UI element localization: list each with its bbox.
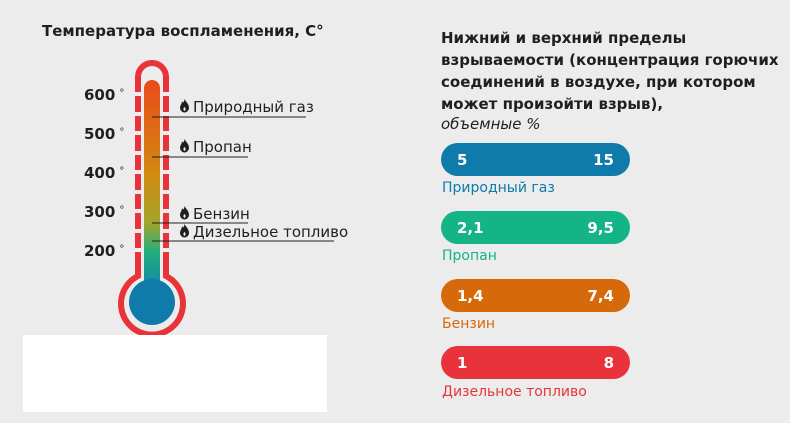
scale-label-600: 600 ° bbox=[84, 86, 125, 104]
thermometer-frame bbox=[118, 60, 186, 338]
blank-panel bbox=[23, 335, 327, 412]
fuel-label-diesel: Дизельное топливо bbox=[179, 223, 348, 241]
upper-limit: 8 bbox=[603, 354, 614, 372]
flame-icon bbox=[180, 139, 189, 153]
limit-name-gasoline: Бензин bbox=[442, 316, 496, 332]
flame-icon bbox=[180, 224, 189, 238]
thermometer-tube bbox=[144, 80, 160, 290]
upper-limit: 9,5 bbox=[587, 219, 614, 237]
lower-limit: 1,4 bbox=[457, 287, 484, 305]
scale-label-500: 500 ° bbox=[84, 125, 125, 143]
thermometer-graphic bbox=[118, 60, 334, 338]
scale-label-400: 400 ° bbox=[84, 164, 125, 182]
lower-limit: 1 bbox=[457, 354, 468, 372]
upper-limit: 15 bbox=[593, 151, 614, 169]
limit-name-diesel: Дизельное топливо bbox=[442, 384, 587, 400]
thermometer-bulb bbox=[129, 279, 175, 325]
limit-pill-natural-gas: 5 15 bbox=[441, 143, 630, 176]
limit-pill-diesel: 1 8 bbox=[441, 346, 630, 379]
lower-limit: 2,1 bbox=[457, 219, 484, 237]
scale-label-200: 200 ° bbox=[84, 242, 125, 260]
limit-pill-propane: 2,1 9,5 bbox=[441, 211, 630, 244]
lower-limit: 5 bbox=[457, 151, 468, 169]
flame-icon bbox=[180, 99, 189, 113]
explosive-title: Нижний и верхний пределы взрываемости (к… bbox=[441, 29, 779, 113]
limit-name-natural-gas: Природный газ bbox=[442, 180, 555, 196]
scale-ticks bbox=[134, 92, 170, 252]
fuel-label-natural-gas: Природный газ bbox=[179, 98, 314, 116]
limit-pill-gasoline: 1,4 7,4 bbox=[441, 279, 630, 312]
upper-limit: 7,4 bbox=[587, 287, 614, 305]
fuel-label-propane: Пропан bbox=[179, 138, 252, 156]
fuel-label-gasoline: Бензин bbox=[179, 205, 250, 223]
fuel-leader-lines bbox=[152, 116, 334, 242]
flame-icon bbox=[180, 206, 189, 220]
explosive-subtitle: объемные % bbox=[441, 115, 541, 133]
scale-label-300: 300 ° bbox=[84, 203, 125, 221]
limit-name-propane: Пропан bbox=[442, 248, 497, 264]
ignition-title: Температура воспламенения, С° bbox=[42, 22, 324, 40]
